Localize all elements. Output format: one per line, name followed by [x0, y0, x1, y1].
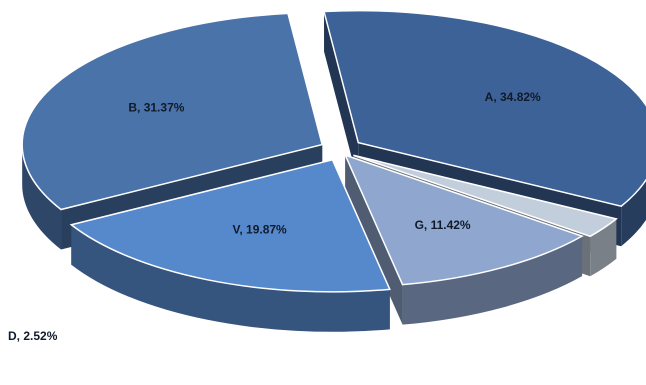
pie-slice-v	[69, 158, 391, 293]
slice-rim-g	[402, 236, 583, 325]
pie-data-labels: A, 34.82% B, 31.37% V, 19.87% G, 11.42% …	[8, 90, 541, 343]
data-label-a: A, 34.82%	[485, 90, 541, 104]
slice-wall-a-1	[324, 11, 359, 183]
pie-slice-b	[21, 12, 324, 211]
data-label-d: D, 2.52%	[8, 329, 58, 343]
slice-rim-v	[71, 224, 390, 332]
pie-slice-a	[323, 9, 646, 208]
data-label-b: B, 31.37%	[128, 100, 184, 114]
pie-slice-g	[343, 153, 584, 286]
slice-rim-b	[22, 144, 62, 250]
pie-slice-tops	[21, 9, 646, 293]
slice-rim-a	[621, 179, 646, 247]
pie-slice-d	[353, 154, 618, 238]
data-label-g: G, 11.42%	[415, 218, 471, 232]
data-label-v: V, 19.87%	[232, 222, 287, 236]
